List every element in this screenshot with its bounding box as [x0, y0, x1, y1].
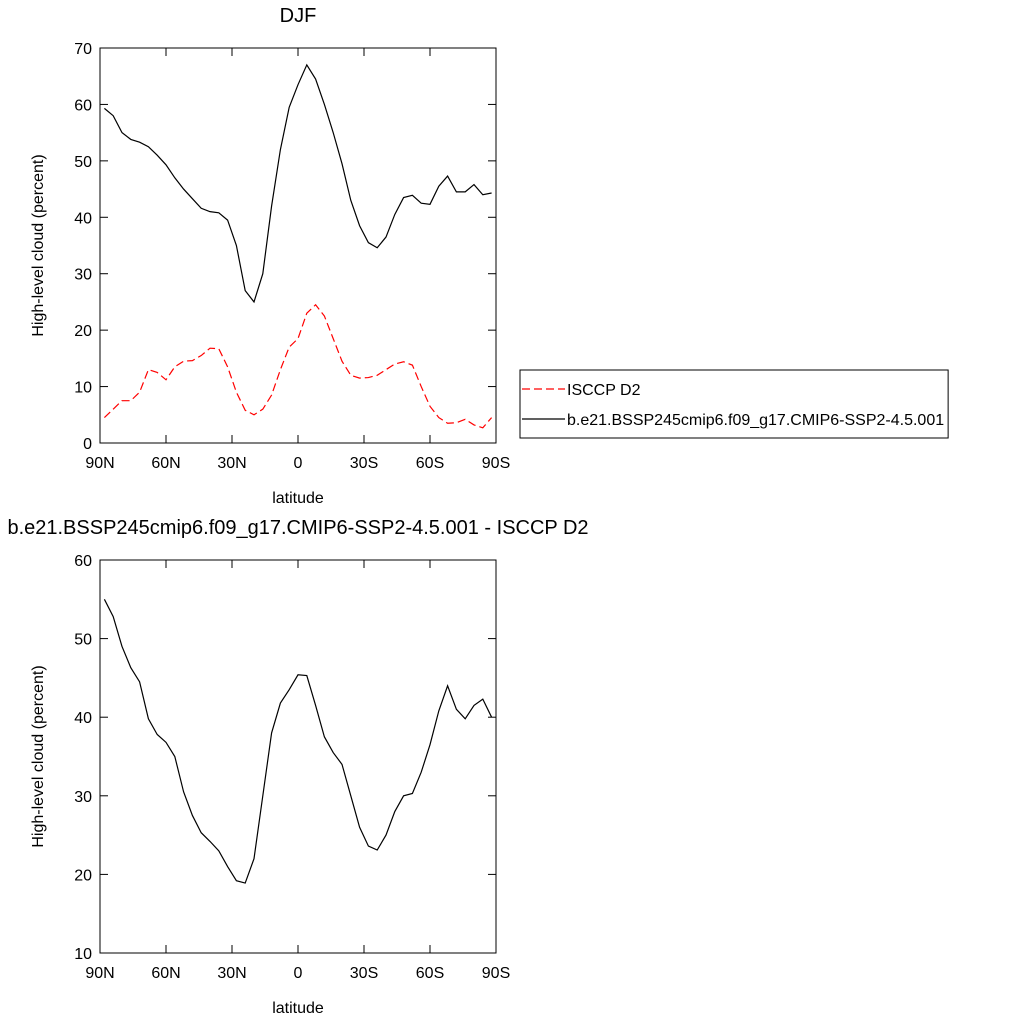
y-tick-label: 30 [74, 267, 92, 284]
x-tick-label: 30N [217, 965, 246, 982]
y-tick-label: 10 [74, 946, 92, 963]
y-tick-label: 50 [74, 632, 92, 649]
x-tick-label: 60N [151, 965, 180, 982]
legend-label: ISCCP D2 [567, 382, 641, 399]
x-tick-label: 90S [482, 965, 510, 982]
y-tick-label: 60 [74, 97, 92, 114]
series-line [103, 599, 493, 884]
y-tick-label: 40 [74, 710, 92, 727]
legend-label: b.e21.BSSP245cmip6.f09_g17.CMIP6-SSP2-4.… [567, 412, 944, 429]
y-tick-label: 0 [83, 436, 92, 453]
x-tick-label: 30S [350, 965, 378, 982]
x-tick-label: 90S [482, 455, 510, 472]
y-axis-label: High-level cloud (percent) [30, 154, 47, 336]
y-tick-label: 50 [74, 154, 92, 171]
plot-frame [99, 559, 497, 954]
y-tick-label: 60 [74, 553, 92, 570]
x-tick-label: 0 [294, 455, 303, 472]
x-tick-label: 60S [416, 965, 444, 982]
y-tick-label: 20 [74, 867, 92, 884]
y-tick-label: 10 [74, 380, 92, 397]
x-tick-label: 60N [151, 455, 180, 472]
x-tick-label: 90N [85, 455, 114, 472]
plot-frame [99, 47, 497, 444]
y-tick-label: 40 [74, 210, 92, 227]
x-tick-label: 90N [85, 965, 114, 982]
series-line [103, 303, 493, 429]
x-tick-label: 30S [350, 455, 378, 472]
y-axis-label: High-level cloud (percent) [30, 665, 47, 847]
x-axis-label: latitude [272, 490, 324, 507]
y-tick-label: 70 [74, 41, 92, 58]
chart-title: b.e21.BSSP245cmip6.f09_g17.CMIP6-SSP2-4.… [7, 517, 588, 539]
legend: ISCCP D2 b.e21.BSSP245cmip6.f09_g17.CMIP6… [519, 369, 949, 439]
y-tick-label: 20 [74, 323, 92, 340]
x-axis-label: latitude [272, 1000, 324, 1017]
chart-title: DJF [280, 5, 317, 27]
x-tick-label: 0 [294, 965, 303, 982]
x-tick-label: 60S [416, 455, 444, 472]
legend-box [519, 369, 949, 439]
y-tick-label: 30 [74, 789, 92, 806]
series-line [104, 63, 492, 304]
x-tick-label: 30N [217, 455, 246, 472]
